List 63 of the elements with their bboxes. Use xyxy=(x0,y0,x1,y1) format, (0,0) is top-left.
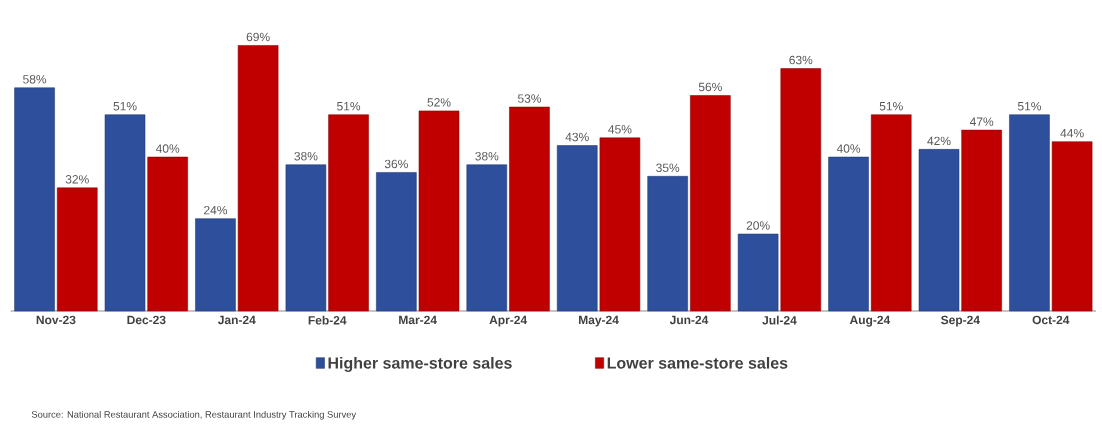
x-tick-label: Aug-24 xyxy=(849,315,891,327)
data-label: 51% xyxy=(337,102,361,111)
x-tick-label: Jul-24 xyxy=(762,315,797,325)
bar xyxy=(828,156,869,312)
data-label: 52% xyxy=(427,98,451,107)
data-label: 42% xyxy=(927,136,951,146)
x-tick-label: Mar-24 xyxy=(399,315,437,325)
bar xyxy=(599,137,641,312)
bar xyxy=(195,218,236,312)
data-label: 47% xyxy=(969,117,994,126)
bar xyxy=(56,187,98,312)
bar xyxy=(466,164,508,312)
data-label: 58% xyxy=(23,75,47,84)
bar xyxy=(418,110,460,312)
data-label: 51% xyxy=(113,102,137,111)
data-label: 45% xyxy=(608,125,632,134)
legend-label: Lower same-store sales xyxy=(607,356,788,369)
data-label: 36% xyxy=(384,159,408,169)
x-tick-label: Dec-23 xyxy=(127,315,166,325)
data-label: 40% xyxy=(155,144,180,153)
bar xyxy=(14,87,55,312)
x-tick-label: Nov-23 xyxy=(36,315,76,325)
bar xyxy=(870,114,912,312)
x-tick-label: Jan-24 xyxy=(217,315,256,325)
data-label: 32% xyxy=(65,175,89,184)
bar xyxy=(780,68,822,312)
data-label: 35% xyxy=(656,163,680,173)
x-tick-label: Feb-24 xyxy=(308,315,347,325)
bar xyxy=(237,45,279,312)
bar xyxy=(737,233,779,312)
x-tick-label: Jun-24 xyxy=(669,315,709,325)
data-label: 51% xyxy=(1017,102,1042,111)
bar xyxy=(918,149,960,312)
data-label: 51% xyxy=(879,102,903,111)
bar xyxy=(690,95,731,312)
data-label: 40% xyxy=(836,144,861,153)
bar xyxy=(1009,114,1050,312)
bar xyxy=(556,145,598,312)
data-label: 44% xyxy=(1060,129,1084,138)
data-label: 69% xyxy=(246,32,270,42)
data-label: 24% xyxy=(204,205,228,215)
bar xyxy=(376,172,417,312)
source-note: Source: National Restaurant Association, Restaurant Industry Tracking Survey xyxy=(31,410,357,420)
bar xyxy=(104,114,146,312)
bar xyxy=(647,176,688,312)
bar xyxy=(147,156,188,312)
bar xyxy=(328,114,369,312)
x-tick-label: Oct-24 xyxy=(1032,315,1070,325)
bar xyxy=(1051,141,1093,312)
bar xyxy=(285,164,327,312)
data-label: 38% xyxy=(475,151,499,161)
data-label: 20% xyxy=(746,221,770,230)
bar xyxy=(961,129,1002,312)
data-label: 63% xyxy=(789,55,813,65)
x-tick-label: May-24 xyxy=(579,315,619,327)
data-label: 53% xyxy=(517,94,542,103)
data-label: 38% xyxy=(294,151,318,161)
x-tick-label: Sep-24 xyxy=(941,315,980,327)
legend-label: Higher same-store sales xyxy=(328,356,512,372)
bar xyxy=(509,106,550,312)
data-label: 56% xyxy=(698,82,722,92)
data-label: 43% xyxy=(565,132,589,142)
x-tick-label: Apr-24 xyxy=(489,315,528,327)
